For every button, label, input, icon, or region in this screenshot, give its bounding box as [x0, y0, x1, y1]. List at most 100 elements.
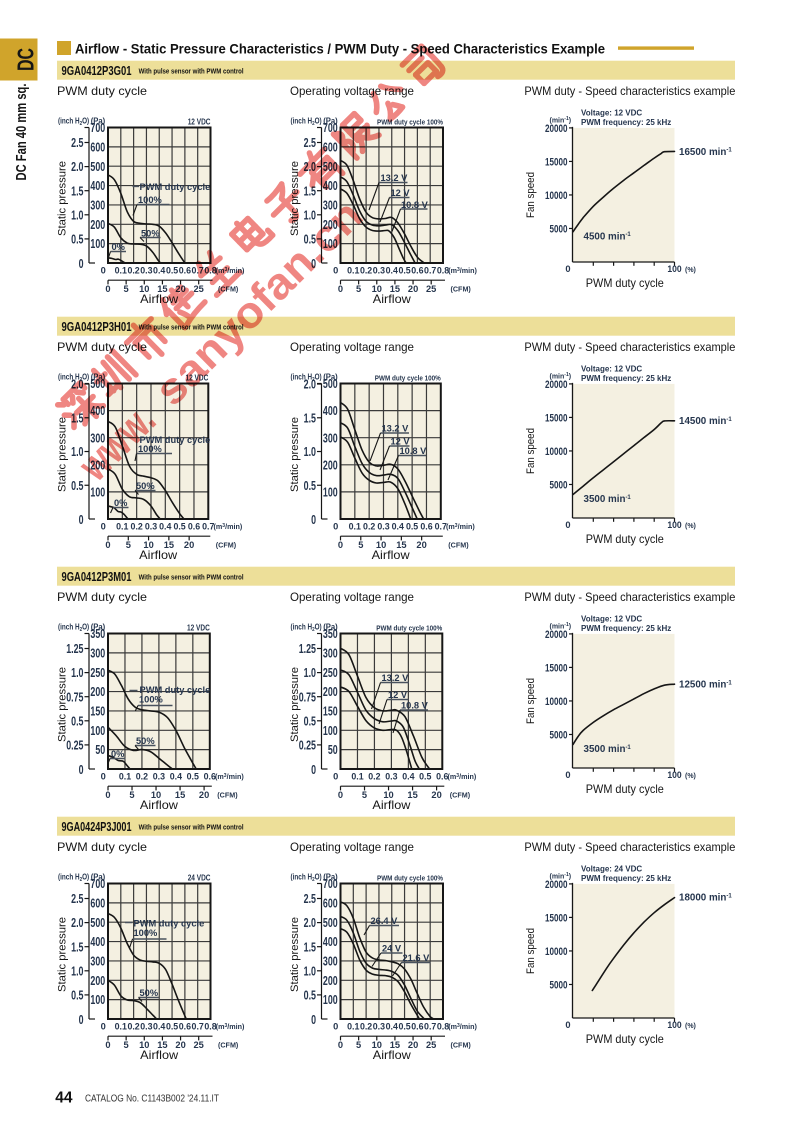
- svg-text:1.5: 1.5: [71, 184, 83, 198]
- svg-text:100: 100: [667, 770, 681, 780]
- svg-text:(m3/min): (m3/min): [215, 772, 244, 781]
- svg-text:150: 150: [90, 705, 105, 719]
- svg-text:25: 25: [426, 1040, 436, 1050]
- svg-text:0.6: 0.6: [188, 521, 200, 531]
- svg-text:0.1: 0.1: [349, 521, 361, 531]
- svg-text:20000: 20000: [545, 123, 568, 135]
- svg-text:10: 10: [376, 540, 386, 550]
- svg-text:0: 0: [565, 1020, 570, 1030]
- svg-text:500: 500: [90, 160, 105, 174]
- svg-text:PWM duty cycle: PWM duty cycle: [57, 85, 147, 98]
- svg-text:DC Fan 40 mm sq.: DC Fan 40 mm sq.: [14, 84, 30, 181]
- svg-text:0%: 0%: [112, 242, 126, 252]
- svg-text:0: 0: [79, 257, 84, 271]
- svg-text:9GA0424P3J001: 9GA0424P3J001: [62, 819, 132, 834]
- svg-text:0: 0: [101, 521, 106, 531]
- svg-text:0: 0: [338, 790, 343, 800]
- svg-text:(Pa): (Pa): [91, 116, 106, 125]
- svg-text:0.3: 0.3: [377, 521, 389, 531]
- svg-text:12 VDC: 12 VDC: [187, 623, 210, 633]
- svg-text:0.4: 0.4: [392, 521, 405, 531]
- svg-text:2.5: 2.5: [304, 892, 316, 906]
- svg-text:50%: 50%: [141, 229, 160, 239]
- svg-text:400: 400: [90, 935, 105, 949]
- svg-text:0%: 0%: [114, 498, 128, 508]
- svg-text:(inch H2O): (inch H2O): [291, 622, 323, 633]
- svg-text:100%: 100%: [134, 928, 159, 938]
- svg-text:0.5: 0.5: [304, 479, 316, 493]
- svg-text:PWM duty cycle: PWM duty cycle: [586, 277, 664, 290]
- svg-text:PWM duty cycle: PWM duty cycle: [140, 685, 211, 695]
- svg-text:5: 5: [124, 1040, 129, 1050]
- svg-text:200: 200: [90, 974, 105, 988]
- svg-text:(CFM): (CFM): [218, 284, 239, 293]
- svg-text:15000: 15000: [545, 413, 568, 425]
- svg-text:Static pressure: Static pressure: [57, 917, 69, 992]
- svg-text:0.5: 0.5: [187, 771, 199, 781]
- svg-text:100: 100: [667, 1020, 681, 1030]
- svg-text:(%): (%): [685, 267, 696, 274]
- svg-text:1.0: 1.0: [71, 964, 83, 978]
- svg-text:(inch H2O): (inch H2O): [58, 622, 90, 633]
- svg-text:(Pa): (Pa): [91, 872, 106, 881]
- svg-text:300: 300: [90, 431, 105, 445]
- svg-text:100: 100: [90, 724, 105, 738]
- svg-text:(inch H2O): (inch H2O): [58, 372, 90, 383]
- svg-text:0.2: 0.2: [360, 1021, 372, 1031]
- svg-text:0: 0: [333, 521, 338, 531]
- svg-text:2.0: 2.0: [304, 916, 316, 930]
- svg-text:2.0: 2.0: [71, 160, 83, 174]
- svg-text:12500 min-1: 12500 min-1: [679, 680, 732, 691]
- svg-text:Voltage: 24 VDC: Voltage: 24 VDC: [581, 864, 642, 873]
- svg-text:0.2: 0.2: [127, 265, 139, 275]
- svg-text:10.8 V: 10.8 V: [401, 701, 429, 711]
- svg-text:14500 min-1: 14500 min-1: [679, 416, 732, 427]
- svg-text:PWM duty - Speed characteristi: PWM duty - Speed characteristics example: [524, 341, 735, 354]
- svg-text:300: 300: [90, 199, 105, 213]
- svg-text:15: 15: [407, 790, 417, 800]
- svg-text:600: 600: [323, 897, 338, 911]
- svg-text:0.7: 0.7: [424, 265, 436, 275]
- svg-text:0.7: 0.7: [435, 521, 447, 531]
- svg-text:1.0: 1.0: [71, 208, 83, 222]
- svg-text:50%: 50%: [136, 481, 155, 491]
- svg-text:18000 min-1: 18000 min-1: [679, 893, 732, 904]
- svg-text:400: 400: [90, 179, 105, 193]
- svg-text:100: 100: [323, 486, 338, 500]
- svg-text:0.1: 0.1: [116, 521, 128, 531]
- svg-text:(Pa): (Pa): [323, 116, 338, 125]
- svg-text:200: 200: [323, 685, 338, 699]
- svg-text:24 VDC: 24 VDC: [188, 873, 211, 883]
- svg-text:13.2 V: 13.2 V: [381, 173, 409, 183]
- svg-text:100: 100: [667, 264, 681, 274]
- svg-text:PWM duty cycle: PWM duty cycle: [140, 435, 211, 445]
- svg-text:200: 200: [323, 218, 338, 232]
- svg-text:PWM duty cycle 100%: PWM duty cycle 100%: [376, 624, 442, 633]
- svg-text:(inch H2O): (inch H2O): [58, 872, 90, 883]
- svg-text:(m3/min): (m3/min): [214, 522, 243, 531]
- svg-text:600: 600: [90, 141, 105, 155]
- svg-text:1.0: 1.0: [71, 666, 83, 680]
- svg-text:20: 20: [416, 540, 426, 550]
- svg-text:0: 0: [105, 1040, 110, 1050]
- svg-text:0.5: 0.5: [166, 265, 178, 275]
- svg-text:10000: 10000: [545, 696, 568, 708]
- svg-text:20: 20: [199, 790, 209, 800]
- svg-text:15: 15: [175, 790, 185, 800]
- svg-text:0.2: 0.2: [363, 521, 375, 531]
- svg-text:(inch H2O): (inch H2O): [291, 116, 323, 127]
- svg-text:10: 10: [372, 1040, 382, 1050]
- svg-text:0.5: 0.5: [173, 521, 185, 531]
- svg-text:(CFM): (CFM): [218, 1040, 239, 1049]
- svg-text:0.3: 0.3: [140, 1021, 152, 1031]
- svg-text:0.8: 0.8: [204, 1021, 216, 1031]
- svg-text:1.0: 1.0: [304, 964, 316, 978]
- svg-text:5000: 5000: [550, 730, 568, 742]
- svg-text:0: 0: [79, 513, 84, 527]
- svg-text:5: 5: [358, 540, 363, 550]
- svg-text:5: 5: [124, 284, 129, 294]
- svg-text:0: 0: [101, 771, 106, 781]
- svg-text:15: 15: [157, 284, 167, 294]
- svg-text:500: 500: [323, 377, 338, 391]
- svg-text:0.2: 0.2: [136, 771, 148, 781]
